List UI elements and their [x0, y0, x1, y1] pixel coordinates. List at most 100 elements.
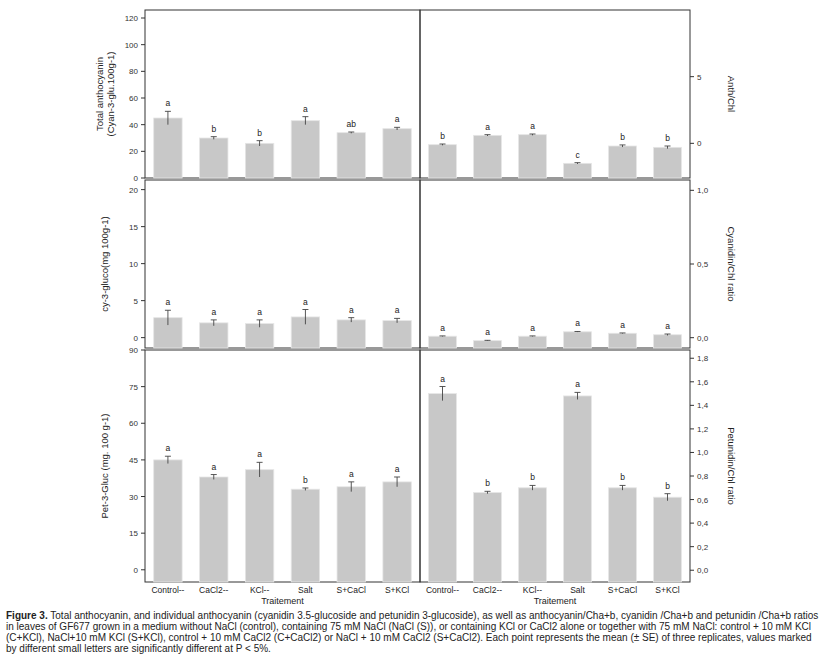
significance-letter: a [257, 307, 262, 317]
bar [337, 133, 365, 178]
y-tick [690, 143, 694, 144]
y-axis-label: Anth/Chl [726, 76, 737, 112]
y-axis-label-line: cy-3-gluco(mg 100g-1) [99, 216, 110, 312]
y-tick-label: 1,0 [697, 186, 709, 195]
bar [609, 488, 637, 582]
y-tick-label: 0,4 [697, 519, 709, 528]
y-tick-label: 0,2 [697, 543, 709, 552]
x-tick-label: KCl-- [523, 585, 543, 595]
plot-frame [420, 180, 690, 348]
error-cap [348, 132, 354, 133]
error-cap [302, 487, 308, 488]
error-cap [211, 136, 217, 137]
bar [200, 477, 228, 582]
y-tick [141, 300, 145, 301]
plot-frame [145, 180, 420, 348]
significance-letter: a [166, 297, 171, 307]
bar [429, 336, 457, 348]
error-cap [485, 491, 491, 492]
x-tick-label: S+KCl [385, 585, 409, 595]
y-tick [141, 124, 145, 125]
y-tick [141, 151, 145, 152]
y-tick-label: 0,5 [697, 260, 709, 269]
y-tick [690, 523, 694, 524]
error-cap [485, 134, 491, 135]
bar [291, 489, 319, 582]
plot-frame [145, 350, 420, 582]
error-cap [348, 481, 354, 482]
error-bar [397, 477, 398, 487]
y-axis-label: Pet-3-Gluc (mg. 100 g-1) [99, 413, 110, 518]
significance-letter: b [211, 124, 216, 134]
error-bar [213, 320, 214, 326]
significance-letter: a [530, 323, 535, 333]
error-cap [165, 456, 171, 457]
caption-text: Total anthocyanin, and individual anthoc… [6, 610, 818, 654]
y-tick-label: 30 [129, 493, 138, 502]
error-cap [575, 392, 581, 393]
y-tick [141, 496, 145, 497]
error-bar [167, 310, 168, 325]
bar [654, 335, 682, 348]
x-tick-label: Control-- [426, 585, 459, 595]
y-tick-label: 100 [125, 41, 139, 50]
error-bar [351, 318, 352, 322]
bar [429, 394, 457, 582]
significance-letter: b [665, 481, 670, 491]
error-bar [667, 494, 668, 501]
y-tick-label: 1,2 [697, 425, 709, 434]
x-tick-label: Salt [298, 585, 313, 595]
error-cap [440, 335, 446, 336]
y-tick-label: 0 [697, 139, 702, 148]
y-tick-label: 120 [125, 14, 139, 23]
y-tick-label: 1,8 [697, 354, 709, 363]
error-bar [305, 310, 306, 325]
significance-letter: a [395, 464, 400, 474]
x-tick-label: Salt [570, 585, 585, 595]
y-tick [690, 499, 694, 500]
y-tick [141, 459, 145, 460]
y-tick-label: 20 [129, 147, 138, 156]
significance-letter: a [440, 374, 445, 384]
y-tick [690, 452, 694, 453]
significance-letter: ab [347, 119, 357, 129]
y-tick [690, 546, 694, 547]
error-cap [257, 462, 263, 463]
y-tick [690, 264, 694, 265]
y-tick-label: 75 [129, 383, 138, 392]
error-cap [530, 485, 536, 486]
y-tick [690, 76, 694, 77]
x-tick-label: Control-- [151, 585, 184, 595]
y-axis-label-line: Cyanidin/Chl ratio [726, 227, 737, 302]
bar [519, 135, 547, 178]
error-cap [665, 493, 671, 494]
error-cap [394, 127, 400, 128]
y-tick [141, 386, 145, 387]
error-cap [665, 334, 671, 335]
x-axis-label: Traitement [261, 596, 304, 606]
y-tick-label: 1,6 [697, 378, 709, 387]
error-cap [530, 335, 536, 336]
y-tick-label: 15 [129, 223, 138, 232]
y-axis-label-line: Anth/Chl [726, 76, 737, 112]
plot-frame [145, 10, 420, 178]
y-tick-label: 0,6 [697, 496, 709, 505]
bar [564, 332, 592, 348]
bar [154, 460, 182, 582]
y-axis-label-line: Petunidin/Chl ratio [726, 427, 737, 505]
y-axis-label-line: Total anthocyanin [94, 57, 105, 131]
y-tick [690, 476, 694, 477]
y-tick-label: 0 [134, 174, 139, 183]
bar [474, 341, 502, 348]
error-cap [665, 146, 671, 147]
error-bar [213, 475, 214, 480]
significance-letter: a [303, 297, 308, 307]
significance-letter: a [620, 320, 625, 330]
significance-letter: a [395, 114, 400, 124]
bar [383, 321, 411, 348]
bar [564, 396, 592, 582]
y-tick-label: 60 [129, 419, 138, 428]
significance-letter: b [440, 131, 445, 141]
error-cap [394, 318, 400, 319]
x-tick-label: S+CaCl [608, 585, 638, 595]
